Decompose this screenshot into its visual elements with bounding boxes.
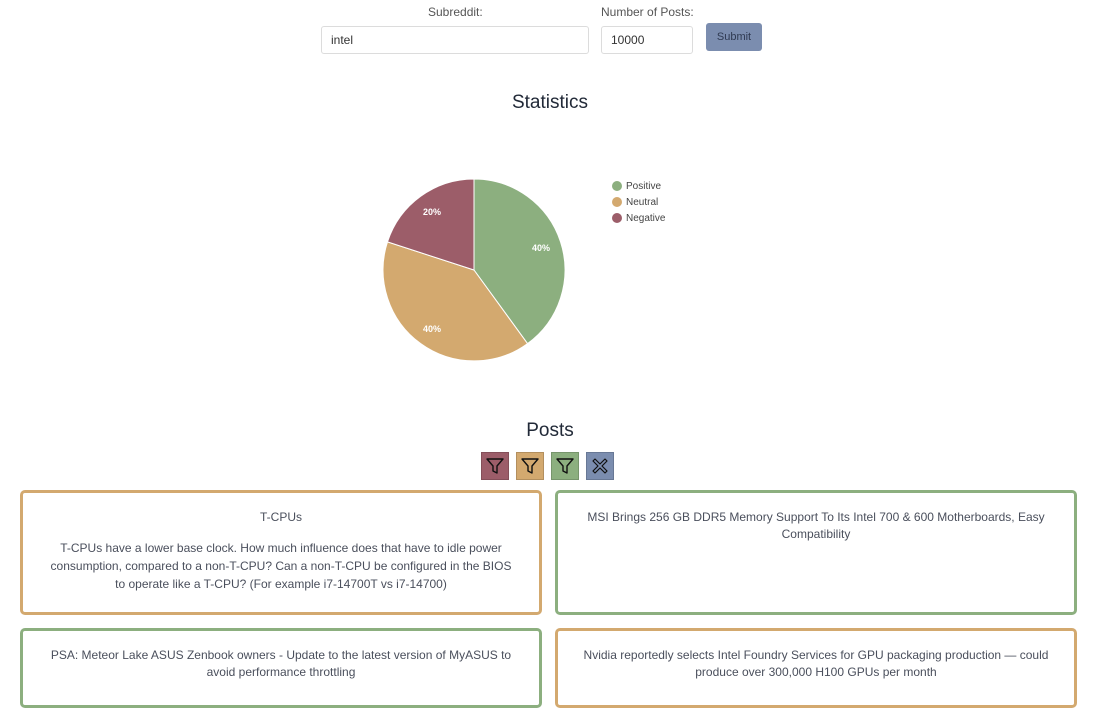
filter-icon [486, 458, 504, 474]
filter-negative-button[interactable] [481, 452, 509, 480]
pie-label-positive: 40% [532, 243, 550, 253]
filter-icon [521, 458, 539, 474]
legend-dot-icon [612, 213, 622, 223]
posts-count-label: Number of Posts: [601, 5, 694, 19]
clear-filter-button[interactable] [586, 452, 614, 480]
sentiment-pie-chart: 40% 40% 20% Positive Neutral Negative [380, 175, 680, 365]
pie-svg: 40% 40% 20% [382, 178, 566, 362]
legend-label: Neutral [626, 196, 659, 208]
statistics-title: Statistics [511, 92, 589, 113]
post-card[interactable]: T-CPUs T-CPUs have a lower base clock. H… [20, 490, 542, 615]
post-title: T-CPUs [260, 510, 302, 524]
post-title: PSA: Meteor Lake ASUS Zenbook owners - U… [50, 648, 512, 679]
submit-button[interactable]: Submit [706, 23, 762, 51]
post-card[interactable]: Nvidia reportedly selects Intel Foundry … [555, 628, 1077, 708]
pie-label-neutral: 40% [423, 324, 441, 334]
filter-icon [556, 458, 574, 474]
legend-dot-icon [612, 181, 622, 191]
filter-positive-button[interactable] [551, 452, 579, 480]
legend-label: Positive [626, 180, 662, 192]
legend-dot-icon [612, 197, 622, 207]
search-form: Subreddit: Number of Posts: Submit [0, 0, 1100, 70]
posts-title: Posts [526, 420, 574, 441]
pie-slice-positive[interactable] [473, 178, 566, 345]
subreddit-input[interactable] [321, 26, 589, 54]
posts-count-input[interactable] [601, 26, 693, 54]
post-title: Nvidia reportedly selects Intel Foundry … [583, 648, 1049, 679]
post-title: MSI Brings 256 GB DDR5 Memory Support To… [587, 510, 1045, 541]
subreddit-label: Subreddit: [428, 5, 483, 19]
legend-item-positive[interactable]: Positive [612, 178, 665, 194]
post-card[interactable]: MSI Brings 256 GB DDR5 Memory Support To… [555, 490, 1077, 615]
post-card[interactable]: PSA: Meteor Lake ASUS Zenbook owners - U… [20, 628, 542, 708]
legend-label: Negative [626, 212, 666, 224]
pie-slice-neutral[interactable] [382, 241, 529, 362]
legend-item-neutral[interactable]: Neutral [612, 194, 665, 210]
close-icon [592, 458, 608, 474]
filter-bar [481, 452, 614, 480]
post-body: T-CPUs have a lower base clock. How much… [50, 541, 512, 591]
legend-item-negative[interactable]: Negative [612, 210, 665, 226]
filter-neutral-button[interactable] [516, 452, 544, 480]
pie-label-negative: 20% [423, 207, 441, 217]
chart-legend: Positive Neutral Negative [612, 178, 665, 226]
pie-slice-negative[interactable] [386, 178, 475, 271]
